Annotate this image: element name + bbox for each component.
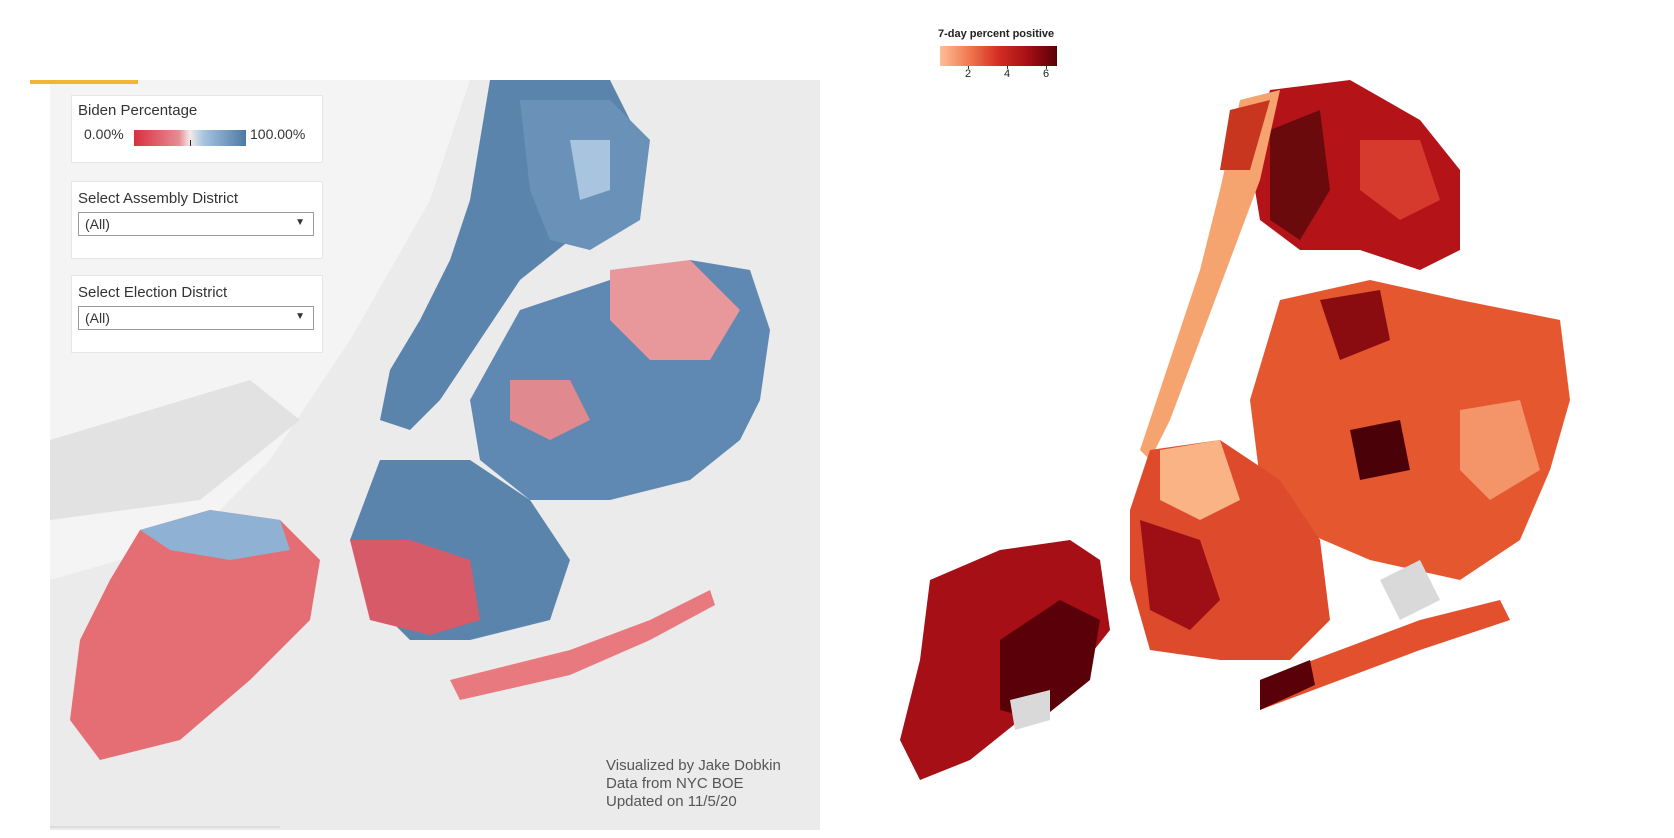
bronx-light-area xyxy=(570,140,610,200)
legend-color-ramp xyxy=(134,130,246,146)
legend-tick xyxy=(968,66,969,69)
brooklyn-red-area xyxy=(350,540,480,635)
election-district-dropdown[interactable]: (All) ▼ xyxy=(78,306,314,330)
brooklyn-light-area xyxy=(1160,440,1240,520)
rockaway-region xyxy=(450,590,715,700)
queens-darkest-area xyxy=(1350,420,1410,480)
positivity-legend-title: 7-day percent positive xyxy=(938,28,1055,40)
missing-data-area xyxy=(1380,560,1440,620)
queens-region xyxy=(1250,280,1570,580)
positivity-color-ramp xyxy=(940,46,1057,66)
legend-tick xyxy=(1046,66,1047,69)
manhattan-region xyxy=(1140,90,1280,460)
legend-tick xyxy=(1007,66,1008,69)
rockaway-dark-area xyxy=(1260,660,1315,710)
queens-red-pocket xyxy=(510,380,590,440)
assembly-dropdown-value: (All) xyxy=(85,216,110,232)
bronx-dark-area xyxy=(1270,110,1330,240)
staten-island-missing-area xyxy=(1010,690,1050,730)
credit-updated: Updated on 11/5/20 xyxy=(606,793,737,810)
assembly-filter-label: Select Assembly District xyxy=(78,190,239,207)
credit-source: Data from NYC BOE xyxy=(606,775,744,792)
queens-light-area xyxy=(1460,400,1540,500)
legend-max-label: 100.00% xyxy=(250,126,306,142)
assembly-district-filter: Select Assembly District (All) ▼ xyxy=(72,182,322,258)
map-credits: Visualized by Jake Dobkin Data from NYC … xyxy=(606,757,781,811)
legend-tick-label-2: 2 xyxy=(965,68,972,80)
legend-tick-label-6: 6 xyxy=(1043,68,1050,80)
election-dropdown-value: (All) xyxy=(85,310,110,326)
bottom-divider xyxy=(50,826,280,828)
brooklyn-dark-area xyxy=(1140,520,1220,630)
queens-red-area xyxy=(610,260,740,360)
nj-land-shade xyxy=(50,380,300,520)
rockaway-region xyxy=(1260,600,1510,710)
election-map-panel xyxy=(50,80,820,830)
chevron-down-icon: ▼ xyxy=(295,311,305,322)
assembly-district-dropdown[interactable]: (All) ▼ xyxy=(78,212,314,236)
staten-island-region xyxy=(70,510,320,760)
election-filter-label: Select Election District xyxy=(78,284,228,301)
credit-author: Visualized by Jake Dobkin xyxy=(606,757,781,774)
election-district-filter: Select Election District (All) ▼ xyxy=(72,276,322,352)
legend-tick-label-4: 4 xyxy=(1004,68,1011,80)
bronx-mid-area xyxy=(1360,140,1440,220)
queens-dark-area xyxy=(1320,290,1390,360)
legend-min-label: 0.00% xyxy=(84,126,124,142)
legend-mid-tick xyxy=(190,140,191,146)
accent-line xyxy=(30,80,138,84)
chevron-down-icon: ▼ xyxy=(295,217,305,228)
upper-manhattan-area xyxy=(1220,100,1270,170)
staten-island-blue-area xyxy=(140,510,290,560)
positivity-map-panel xyxy=(900,20,1670,830)
biden-legend: Biden Percentage 0.00% 100.00% xyxy=(72,96,322,162)
staten-island-dark-area xyxy=(1000,600,1100,720)
positivity-map xyxy=(900,80,1570,780)
legend-title: Biden Percentage xyxy=(78,102,198,119)
